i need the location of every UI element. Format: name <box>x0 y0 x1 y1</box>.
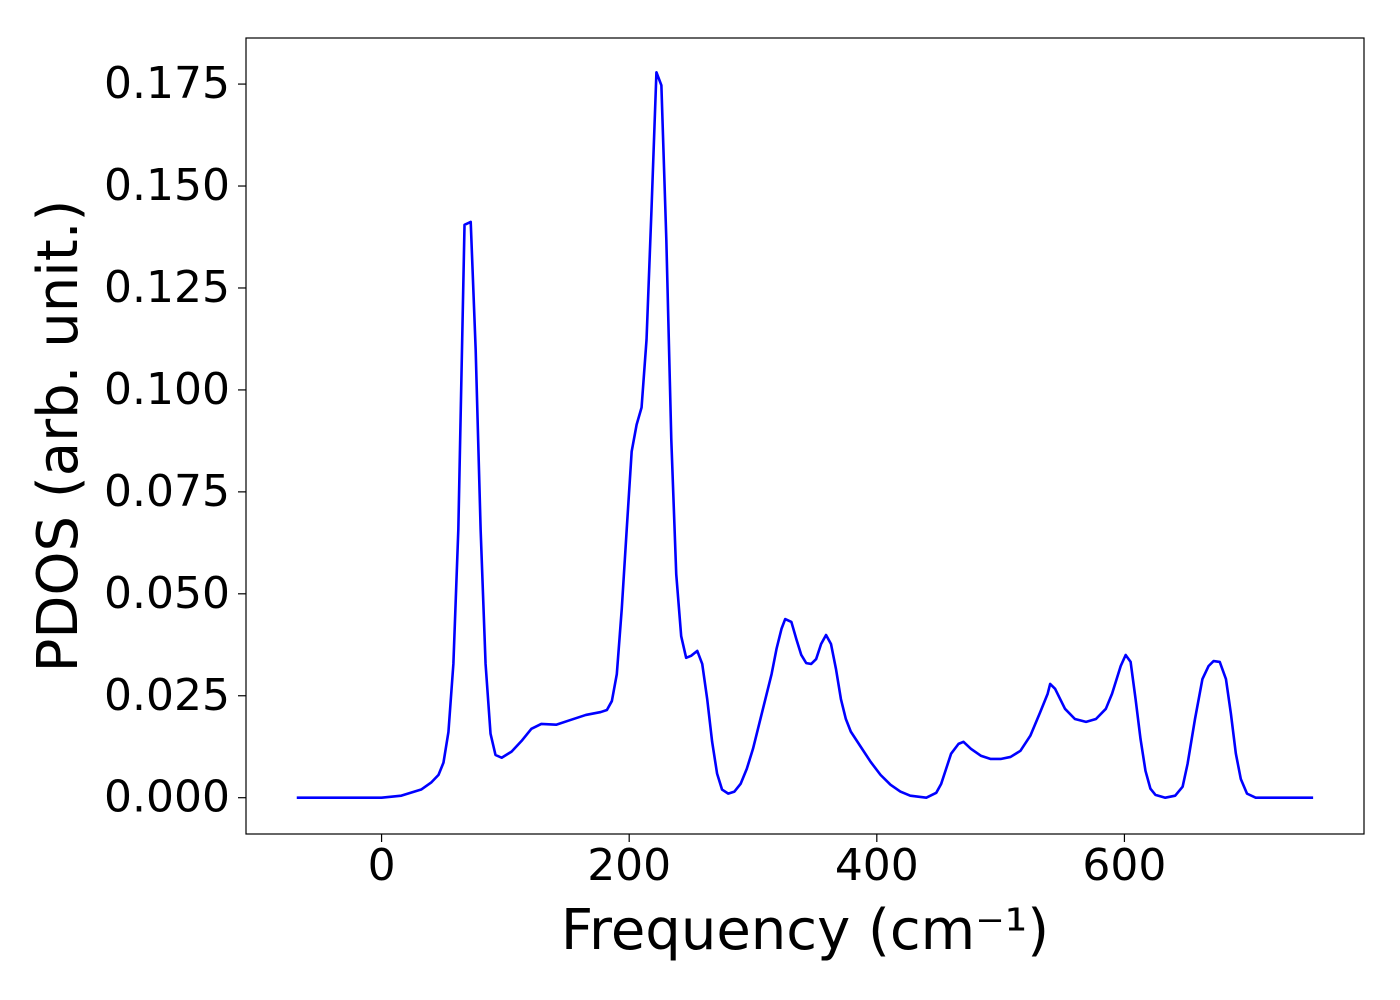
y-axis-label: PDOS (arb. unit.) <box>26 200 91 673</box>
y-tick-label: 0.000 <box>104 772 230 823</box>
y-tick-label: 0.175 <box>104 58 230 109</box>
x-tick-label: 200 <box>587 840 671 891</box>
x-tick-label: 600 <box>1082 840 1166 891</box>
y-tick-label: 0.100 <box>104 364 230 415</box>
plot-frame <box>245 37 1365 835</box>
x-tick-label: 400 <box>835 840 919 891</box>
x-axis-label: Frequency (cm⁻¹) <box>561 898 1049 963</box>
y-tick-label: 0.125 <box>104 262 230 313</box>
y-tick-label: 0.150 <box>104 160 230 211</box>
data-line <box>296 70 1314 800</box>
y-tick-label: 0.050 <box>104 568 230 619</box>
x-tick-label: 0 <box>368 840 396 891</box>
y-tick-label: 0.075 <box>104 466 230 517</box>
y-tick-label: 0.025 <box>104 670 230 721</box>
